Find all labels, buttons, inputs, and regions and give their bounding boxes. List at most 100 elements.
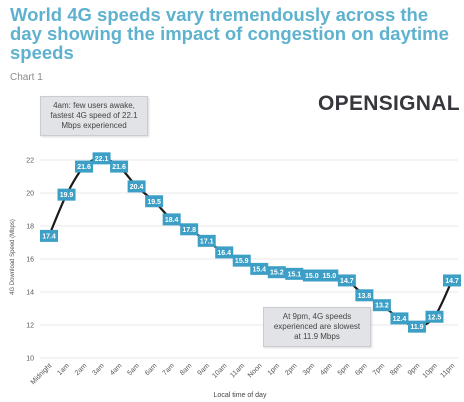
x-tick-label: 5pm <box>337 362 352 377</box>
x-tick-labels: Midnight 1am 2am 3am 4am 5am 6am 7am 8am 9am 10am 1… <box>30 362 457 386</box>
data-label: 17.4 <box>40 229 58 242</box>
data-label-text: 20.4 <box>130 184 144 191</box>
data-label-text: 22.1 <box>95 156 109 163</box>
x-tick-label: 6am <box>144 362 159 377</box>
data-label-text: 14.7 <box>445 278 459 285</box>
data-label: 15.2 <box>267 266 286 279</box>
data-label-text: 11.9 <box>410 324 423 331</box>
data-label-text: 15.0 <box>323 273 337 280</box>
data-label: 21.6 <box>110 160 129 173</box>
data-label-box <box>267 266 286 279</box>
data-label: 15.9 <box>232 254 251 267</box>
x-tick-label: 5am <box>126 362 141 377</box>
data-label: 15.4 <box>250 262 269 275</box>
x-tick-label: 7am <box>161 362 176 377</box>
data-label-box <box>197 234 216 247</box>
data-label-box <box>302 269 321 282</box>
data-label-text: 15.1 <box>287 271 301 278</box>
data-label: 20.4 <box>127 180 146 193</box>
x-tick-label: 3am <box>91 362 106 377</box>
x-tick-label: 3pm <box>302 362 317 377</box>
y-tick-label: 10 <box>26 356 34 363</box>
data-label-text: 13.8 <box>358 293 372 300</box>
data-label: 13.8 <box>355 289 374 302</box>
data-label: 14.7 <box>337 274 356 287</box>
y-tick-labels: 10 12 14 16 18 20 22 <box>26 158 34 363</box>
data-label-text: 21.6 <box>77 164 91 171</box>
x-tick-label: 4pm <box>319 362 334 377</box>
data-label: 16.4 <box>215 246 234 259</box>
data-label-text: 17.4 <box>42 233 56 240</box>
data-label-box <box>407 320 426 333</box>
data-label-text: 14.7 <box>340 278 354 285</box>
data-label: 11.9 <box>407 320 426 333</box>
speed-line <box>47 157 453 328</box>
data-label: 17.8 <box>180 223 199 236</box>
logo-text-gnal: GNAL <box>399 92 460 115</box>
x-tick-label: 6pm <box>354 362 369 377</box>
data-label-text: 19.9 <box>60 192 74 199</box>
data-label: 22.1 <box>92 152 111 165</box>
x-tick-label: 9am <box>197 362 212 377</box>
x-axis-title: Local time of day <box>214 392 267 399</box>
data-label-box <box>180 223 199 236</box>
data-label-text: 16.4 <box>217 250 231 257</box>
data-label: 19.5 <box>145 195 164 208</box>
chart-title: World 4G speeds vary tremendously across… <box>10 4 449 63</box>
data-label: 14.7 <box>443 274 461 287</box>
logo-text-i: I <box>393 92 400 115</box>
data-label-box <box>232 254 251 267</box>
data-label: 13.2 <box>372 299 391 312</box>
data-label: 18.4 <box>162 213 181 226</box>
data-label-text: 15.0 <box>305 273 319 280</box>
data-label: 12.5 <box>425 310 444 323</box>
data-label-box <box>443 274 461 287</box>
data-label-text: 18.4 <box>165 217 179 224</box>
data-label-box <box>57 188 76 201</box>
data-label-box <box>355 289 374 302</box>
data-label-box <box>145 195 164 208</box>
data-label: 15.0 <box>302 269 321 282</box>
x-tick-label: Noon <box>247 362 264 379</box>
data-label-text: 12.4 <box>393 316 407 323</box>
data-label-text: 15.9 <box>235 258 249 265</box>
x-tick-label: 7pm <box>372 362 387 377</box>
data-label-box <box>215 246 234 259</box>
data-label-text: 12.5 <box>428 314 442 321</box>
data-label: 17.1 <box>197 234 216 247</box>
data-label-text: 15.2 <box>270 270 284 277</box>
data-label-box <box>320 269 339 282</box>
data-label-box <box>250 262 269 275</box>
data-label-text: 17.8 <box>182 227 196 234</box>
x-tick-label: Midnight <box>30 362 54 386</box>
y-tick-label: 22 <box>26 158 34 165</box>
opensignal-logo: OPENSIGNAL <box>318 92 460 116</box>
data-label-box <box>337 274 356 287</box>
data-label: 19.9 <box>57 188 76 201</box>
slowest-speed-callout: At 9pm, 4G speeds experienced are slowes… <box>263 307 371 347</box>
data-label-box <box>372 299 391 312</box>
data-label-text: 13.2 <box>375 303 389 310</box>
y-tick-label: 20 <box>26 191 34 198</box>
y-tick-label: 14 <box>26 290 34 297</box>
data-label-box <box>127 180 146 193</box>
data-label-text: 17.1 <box>200 238 214 245</box>
data-label: 12.4 <box>390 312 409 325</box>
x-tick-label: 10pm <box>422 362 439 379</box>
data-label-box <box>75 160 94 173</box>
x-tick-label: 2pm <box>284 362 299 377</box>
data-label-box <box>110 160 129 173</box>
data-label-text: 19.5 <box>147 199 161 206</box>
x-tick-label: 9pm <box>407 362 422 377</box>
x-tick-label: 1am <box>56 362 71 377</box>
data-label: 15.0 <box>320 269 339 282</box>
x-tick-label: 8am <box>179 362 194 377</box>
x-tick-label: 8pm <box>389 362 404 377</box>
fastest-speed-callout: 4am: few users awake, fastest 4G speed o… <box>40 96 148 136</box>
data-label-text: 15.4 <box>252 266 266 273</box>
y-tick-label: 12 <box>26 323 34 330</box>
data-label-box <box>390 312 409 325</box>
logo-text-open: OPENS <box>318 92 394 115</box>
y-tick-label: 16 <box>26 257 34 264</box>
